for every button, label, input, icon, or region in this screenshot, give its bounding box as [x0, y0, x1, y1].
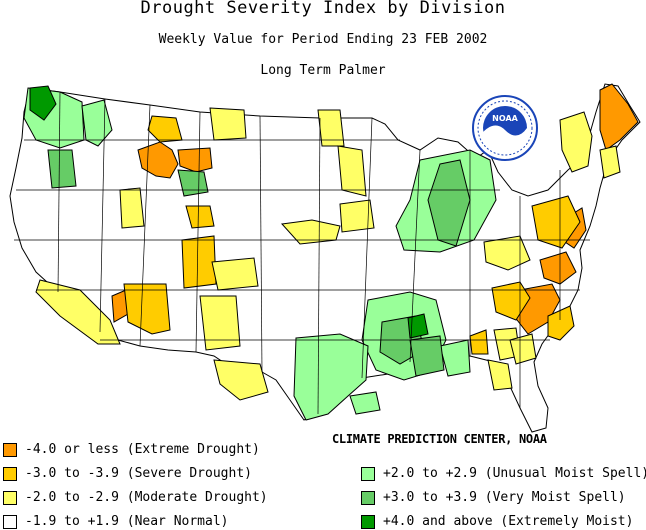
region-wa-inland [47, 149, 77, 189]
region-idaho [147, 115, 183, 143]
legend-item-severe-drought: -3.0 to -3.9 (Severe Drought) [3, 466, 252, 482]
region-georgia [469, 329, 489, 355]
region-colorado [211, 257, 259, 291]
region-alabama [439, 339, 471, 377]
region-wisconsin [339, 199, 375, 233]
moderate-drought-regions [35, 107, 621, 401]
legend-item-near-normal: -1.9 to +1.9 (Near Normal) [3, 514, 229, 530]
legend-swatch-moderate-drought [3, 491, 17, 505]
index-type-label: Long Term Palmer [260, 63, 386, 78]
region-florida [487, 359, 513, 391]
legend-swatch-severe-drought [3, 467, 17, 481]
legend-label: -2.0 to -2.9 (Moderate Drought) [25, 490, 268, 505]
region-montana-east [177, 147, 213, 173]
legend-item-unusual-moist: +2.0 to +2.9 (Unusual Moist Spell) [361, 466, 646, 482]
region-minnesota [337, 145, 367, 197]
region-texas-west [213, 359, 269, 401]
region-virginia [539, 251, 577, 285]
region-nc-coast [547, 305, 575, 341]
region-california-south [35, 279, 121, 345]
region-wyoming [185, 205, 215, 229]
region-montana-west [209, 107, 247, 141]
legend-label: -3.0 to -3.9 (Severe Drought) [25, 466, 252, 481]
legend-swatch-extremely-moist [361, 515, 375, 529]
division-boundaries [14, 91, 590, 415]
legend-label: -4.0 or less (Extreme Drought) [25, 442, 260, 457]
region-idaho-south [119, 187, 145, 229]
region-pa-ny [559, 111, 593, 173]
legend-item-extreme-drought: -4.0 or less (Extreme Drought) [3, 442, 260, 458]
noaa-logo [472, 95, 538, 161]
extremely-moist-regions [29, 85, 429, 339]
map-subtitle: Weekly Value for Period Ending 23 FEB 20… [158, 32, 488, 47]
region-maine [599, 83, 639, 151]
region-kansas [280, 219, 341, 245]
region-central-miss [407, 313, 429, 339]
region-mississippi [409, 335, 445, 377]
legend-item-very-moist: +3.0 to +3.9 (Very Moist Spell) [361, 490, 626, 506]
region-ne-coast [599, 145, 621, 179]
legend-swatch-unusual-moist [361, 467, 375, 481]
legend-item-moderate-drought: -2.0 to -2.9 (Moderate Drought) [3, 490, 268, 506]
region-puget-sound [29, 85, 57, 121]
region-n-dakota [317, 109, 345, 147]
region-ne-states [531, 195, 581, 249]
legend-swatch-very-moist [361, 491, 375, 505]
legend-item-extremely-moist: +4.0 and above (Extremely Moist) [361, 514, 633, 530]
region-michigan-strip [427, 159, 471, 247]
legend-label: +2.0 to +2.9 (Unusual Moist Spell) [383, 466, 646, 481]
region-ohio-valley [483, 235, 531, 271]
credit-text: CLIMATE PREDICTION CENTER, NOAA [332, 432, 547, 446]
legend-swatch-near-normal [3, 515, 17, 529]
severe-drought-regions [123, 115, 581, 355]
noaa-logo-text: NOAA [492, 114, 518, 123]
region-louisiana [349, 391, 381, 415]
legend-label: +3.0 to +3.9 (Very Moist Spell) [383, 490, 626, 505]
region-arizona [123, 283, 171, 335]
legend-swatch-extreme-drought [3, 443, 17, 457]
region-va-carolina [491, 281, 531, 321]
region-wyoming-moist [177, 169, 209, 197]
map-title: Drought Severity Index by Division [140, 0, 506, 18]
region-texas-east [293, 333, 369, 421]
legend-label: +4.0 and above (Extremely Moist) [383, 514, 634, 529]
legend-label: -1.9 to +1.9 (Near Normal) [25, 514, 229, 529]
region-new-mexico [199, 295, 241, 351]
region-utah [181, 235, 217, 289]
region-south-carolina [509, 333, 537, 365]
